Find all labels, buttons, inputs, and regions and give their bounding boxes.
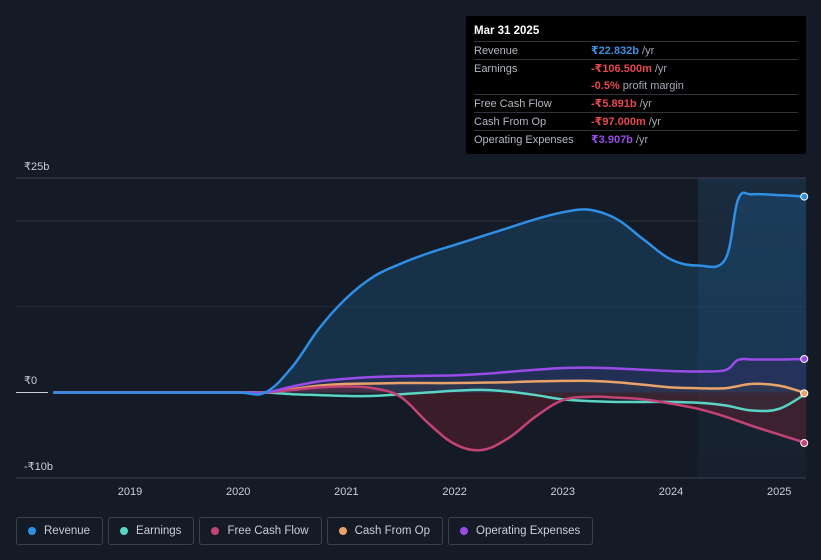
tooltip-date: Mar 31 2025 — [474, 25, 540, 37]
tooltip-suffix: /yr — [639, 97, 652, 110]
legend-item-earnings[interactable]: Earnings — [108, 517, 195, 545]
x-tick-label: 2024 — [659, 486, 683, 498]
legend-item-free-cash-flow[interactable]: Free Cash Flow — [199, 517, 322, 545]
forecast-highlight-layer — [698, 178, 806, 478]
operating-expenses-end-marker — [800, 354, 809, 363]
tooltip-value: -₹106.500m — [591, 63, 652, 75]
tooltip-value: -0.5% — [591, 79, 620, 92]
earnings-dot-icon — [120, 527, 129, 535]
tooltip-value: ₹22.832b — [591, 45, 640, 57]
revenue-end-marker — [800, 192, 809, 201]
revenue-area — [54, 192, 807, 395]
free-cash-flow-area — [54, 386, 807, 451]
x-tick-label: 2023 — [551, 486, 575, 498]
tooltip-value: -₹97.000m — [591, 116, 646, 128]
legend-label: Earnings — [136, 525, 182, 537]
legend-item-operating-expenses[interactable]: Operating Expenses — [448, 517, 594, 545]
cash-from-op-dot-icon — [338, 527, 347, 535]
tooltip-suffix: /yr — [648, 115, 661, 128]
tooltip-row-earnings: Earnings -₹106.500m /yr — [474, 59, 798, 77]
operating-expenses-dot-icon — [460, 527, 469, 535]
chart-legend: Revenue Earnings Free Cash Flow Cash Fro… — [16, 517, 594, 545]
axis-labels: ₹25b ₹0 -₹10b 2019 2020 2021 2022 2023 2… — [24, 161, 791, 498]
x-tick-label: 2020 — [226, 486, 250, 498]
tooltip-label: Revenue — [474, 44, 519, 57]
tooltip-label: Cash From Op — [474, 115, 547, 128]
x-tick-label: 2019 — [118, 486, 142, 498]
series-lines — [53, 191, 808, 452]
cash-from-op-end-marker — [800, 389, 809, 398]
legend-item-cash-from-op[interactable]: Cash From Op — [326, 517, 444, 545]
legend-label: Free Cash Flow — [227, 525, 309, 537]
tooltip-row-profit-margin: -0.5% profit margin — [474, 77, 798, 94]
series-areas — [54, 192, 807, 451]
tooltip-suffix: /yr — [635, 133, 649, 146]
data-tooltip: Mar 31 2025 Revenue ₹22.832b /yr Earning… — [466, 16, 806, 154]
free-cash-flow-dot-icon — [211, 527, 220, 535]
legend-label: Cash From Op — [354, 525, 431, 537]
tooltip-suffix: profit margin — [622, 79, 684, 92]
tooltip-row-free-cash-flow: Free Cash Flow -₹5.891b /yr — [474, 94, 798, 112]
legend-label: Operating Expenses — [476, 525, 581, 537]
legend-item-revenue[interactable]: Revenue — [16, 517, 104, 545]
x-tick-label: 2021 — [334, 486, 358, 498]
revenue-line — [53, 191, 808, 396]
revenue-dot-icon — [28, 527, 36, 535]
gridlines — [16, 177, 806, 479]
tooltip-value: ₹3.907b — [591, 134, 633, 146]
y-tick-label-top: ₹25b — [24, 161, 49, 173]
x-tick-label: 2025 — [767, 486, 791, 498]
tooltip-row-revenue: Revenue ₹22.832b /yr — [474, 41, 798, 59]
x-tick-label: 2022 — [442, 486, 466, 498]
series-end-markers — [800, 192, 809, 448]
tooltip-row-operating-expenses: Operating Expenses ₹3.907b /yr — [474, 130, 798, 148]
tooltip-value: -₹5.891b — [591, 98, 637, 110]
free-cash-flow-end-marker — [800, 439, 809, 448]
legend-label: Revenue — [44, 525, 91, 537]
recent-period-highlight — [698, 178, 806, 478]
y-tick-label-zero: ₹0 — [24, 375, 37, 387]
y-tick-label-bottom: -₹10b — [24, 461, 53, 473]
tooltip-suffix: /yr — [654, 62, 668, 75]
tooltip-row-cash-from-op: Cash From Op -₹97.000m /yr — [474, 112, 798, 130]
tooltip-label: Operating Expenses — [474, 133, 574, 146]
tooltip-suffix: /yr — [642, 44, 655, 57]
earnings-area — [54, 389, 807, 412]
cash-from-op-area — [54, 380, 807, 394]
tooltip-label: Earnings — [474, 62, 518, 75]
tooltip-label: Free Cash Flow — [474, 97, 552, 110]
